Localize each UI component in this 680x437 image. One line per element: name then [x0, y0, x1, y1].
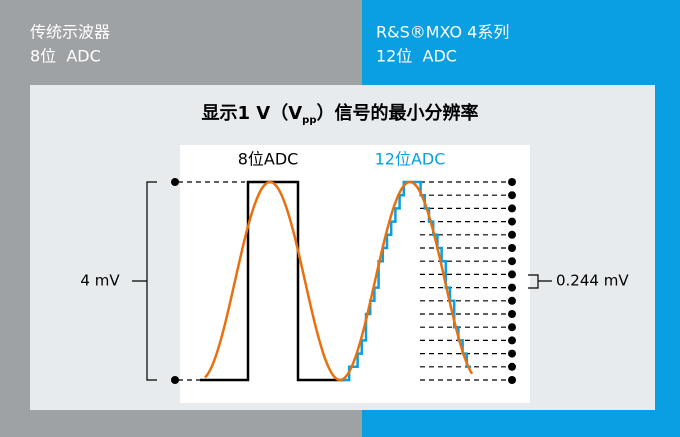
- level-dot: [508, 349, 516, 358]
- level-dot: [171, 178, 179, 186]
- level-dot: [508, 283, 516, 292]
- level-dot: [171, 376, 179, 384]
- title-subscript: pp: [302, 115, 316, 126]
- level-dot: [508, 257, 516, 266]
- level-dot: [508, 296, 516, 305]
- level-dot: [508, 376, 516, 384]
- level-dot: [508, 178, 516, 186]
- title-part: ）信号的最小分辨率: [316, 102, 478, 124]
- level-dot: [508, 204, 516, 213]
- level-dot: [508, 230, 516, 239]
- right-title: R&S®MXO 4系列: [376, 23, 509, 42]
- left-subtitle: 8位 ADC: [30, 47, 101, 66]
- level-dot: [508, 217, 516, 226]
- level-dot: [508, 336, 516, 345]
- right-scale: 0.244 mV: [556, 272, 629, 290]
- level-dot: [508, 362, 516, 371]
- left-label: 8位ADC: [238, 150, 299, 169]
- left-bracket: [132, 181, 157, 381]
- right-label: 12位ADC: [375, 150, 446, 169]
- left-title: 传统示波器: [30, 23, 110, 42]
- sine-wave: [204, 180, 474, 382]
- left-scale: 4 mV: [80, 272, 120, 290]
- right-subtitle: 12位 ADC: [376, 47, 457, 66]
- level-dot: [508, 244, 516, 252]
- right-bracket: [528, 274, 552, 289]
- level-dot: [508, 323, 516, 332]
- title-part: 显示1 V（V: [202, 103, 303, 124]
- stepped-wave: [338, 180, 471, 382]
- level-dot: [508, 191, 516, 200]
- level-dot: [508, 310, 516, 318]
- level-dot: [508, 270, 516, 279]
- diagram-title: 显示1 V（Vpp）信号的最小分辨率: [202, 102, 479, 126]
